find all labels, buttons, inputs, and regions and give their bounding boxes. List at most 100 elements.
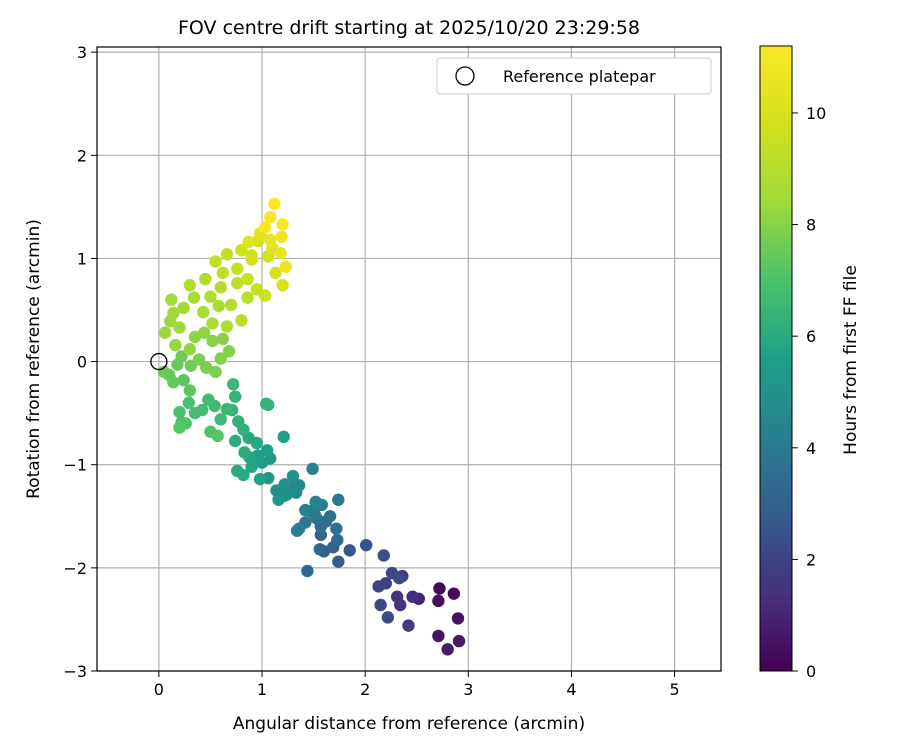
scatter-point [299,503,312,517]
scatter-point [182,396,195,410]
chart-title: FOV centre drift starting at 2025/10/20 … [178,17,640,39]
scatter-point [229,390,242,403]
scatter-point [274,247,287,260]
scatter-point [177,301,190,315]
scatter-point [332,555,345,568]
scatter-point [276,279,289,292]
colorbar-ticks: 0 2 4 6 8 10 [792,104,826,681]
scatter-point [226,378,240,391]
scatter-point [292,479,306,492]
x-axis-ticks: 0 1 2 3 4 5 [154,671,680,699]
scatter-point [197,305,210,319]
scatter-point [202,393,215,406]
scatter-point [175,350,188,363]
scatter-point [204,290,217,303]
scatter-point [264,210,277,224]
x-tick-label: 2 [360,680,370,699]
scatter-point [183,384,197,397]
scatter-point [209,365,222,379]
scatter-point [275,230,288,243]
scatter-point [214,413,227,426]
scatter-point [359,538,373,552]
scatter-point [200,361,213,374]
scatter-point [433,582,446,595]
scatter-point [279,260,292,273]
scatter-point [260,444,274,457]
scatter-point [158,326,172,339]
scatter-point [199,272,212,286]
scatter-point [269,266,282,280]
scatter-point [212,299,225,313]
y-axis-label: Rotation from reference (arcmin) [24,219,44,499]
colorbar-tick-label: 8 [806,216,816,235]
reference-platepar-marker [150,352,168,371]
scatter-point [231,276,244,290]
colorbar-tick-label: 2 [806,550,816,569]
scatter-point [183,343,197,356]
colorbar-gradient [759,45,793,672]
scatter-point [441,643,454,656]
scatter-point [214,281,227,294]
scatter-point [332,493,345,506]
scatter-point [231,464,244,478]
y-tick-label: −3 [63,662,87,681]
colorbar: 0 2 4 6 8 10 Hours from first FF file [759,45,861,681]
scatter-point [231,262,244,275]
scatter-point [167,306,180,320]
scatter-point [177,373,190,387]
scatter-point [264,233,277,247]
scatter-point [258,289,272,302]
scatter-point [330,522,343,535]
x-tick-label: 5 [669,680,679,699]
scatter-point [451,612,465,625]
scatter-point [245,460,258,473]
scatter-point [262,398,275,412]
colorbar-tick-label: 0 [806,662,816,681]
scatter-point [229,434,242,448]
scatter-point [206,317,219,330]
scatter-point [432,594,445,608]
scatter-point [214,352,227,365]
scatter-point [242,235,255,249]
scatter-point [402,619,415,632]
y-tick-label: 2 [77,146,87,165]
scatter-point [232,415,245,428]
scatter-point [406,590,419,603]
scatter-point [301,564,314,578]
scatter-point [183,279,197,292]
scatter-point [224,298,238,312]
y-tick-label: −1 [63,456,87,475]
scatter-point [245,253,258,266]
scatter-point [188,406,202,420]
scatter-point [173,321,186,334]
scatter-point [235,243,248,257]
scatter-point [374,598,387,612]
scatter-point [222,345,236,358]
x-tick-label: 1 [257,680,267,699]
data-points [157,197,466,656]
scatter-point [277,430,290,444]
scatter-point [393,571,406,585]
scatter-point [323,510,337,523]
scatter-point [432,629,445,643]
y-tick-label: −2 [63,559,87,578]
legend-open-circle-icon [455,66,475,86]
x-tick-label: 0 [154,680,164,699]
scatter-point [220,402,234,416]
scatter-point [290,524,304,537]
scatter-point [209,255,222,268]
scatter-point [206,334,219,348]
scatter-point [173,405,186,419]
legend-label: Reference platepar [503,67,656,86]
scatter-point [165,293,178,306]
scatter-point [452,634,466,648]
colorbar-tick-label: 10 [806,104,826,123]
scatter-point [390,590,404,603]
colorbar-tick-label: 6 [806,327,816,346]
scatter-point [241,291,254,304]
scatter-point [343,544,356,557]
scatter-point [169,338,182,352]
scatter-point [235,314,248,327]
